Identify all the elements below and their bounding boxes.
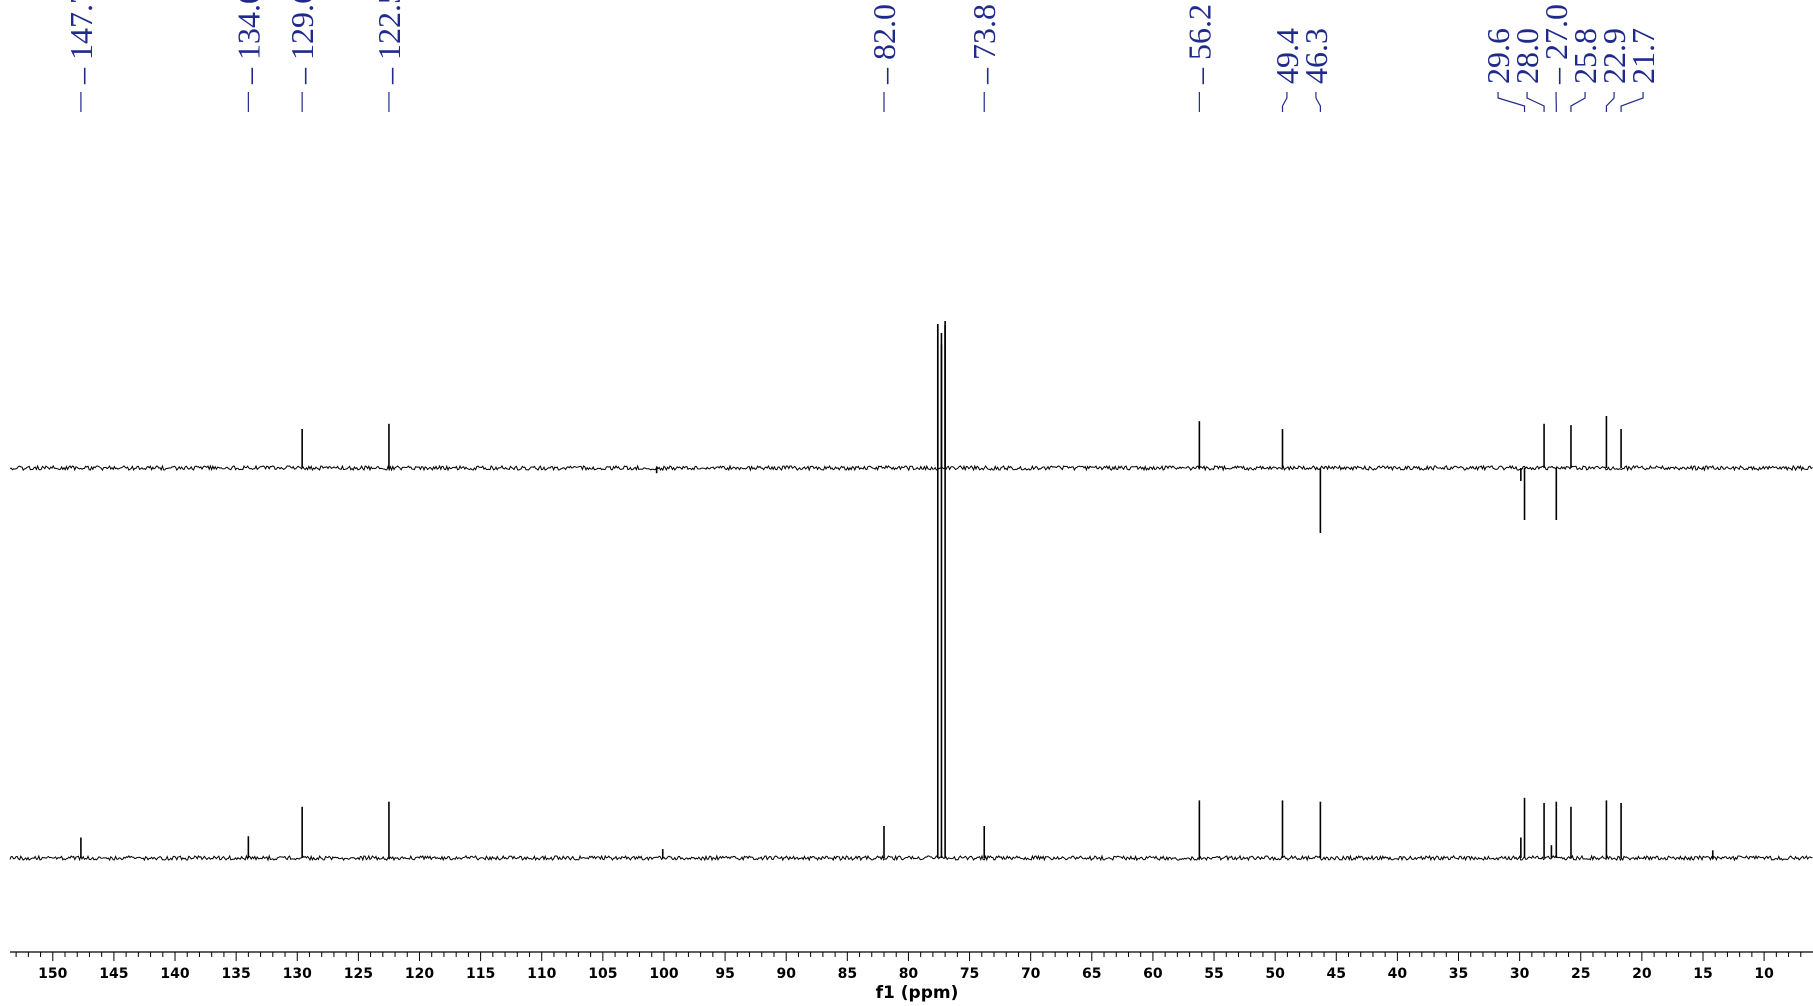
x-tick-label: 105 (588, 966, 617, 982)
peak-connector (1497, 92, 1526, 112)
x-tick-label: 110 (527, 966, 556, 982)
x-tick-label: 130 (283, 966, 312, 982)
x-tick-label: 120 (405, 966, 434, 982)
peak-label: – 129.6 (284, 0, 320, 85)
x-tick-label: 10 (1754, 966, 1774, 982)
x-tick-label: 45 (1327, 966, 1346, 982)
spectrum-baseline (9, 464, 1813, 472)
x-tick-label: 55 (1204, 966, 1223, 982)
x-tick-label: 85 (838, 966, 857, 982)
x-tick-label: 80 (899, 966, 919, 982)
spectrum-baseline (9, 854, 1813, 862)
peak-label: – 56.2 (1181, 4, 1217, 85)
peak-connector (1570, 92, 1586, 112)
peak-label: 28.0 (1509, 28, 1545, 84)
x-tick-label: 140 (160, 966, 189, 982)
peak-label: – 134.0 (230, 0, 266, 85)
x-tick-label: 30 (1510, 966, 1530, 982)
peak-label: 29.6 (1480, 28, 1516, 84)
peak-label: – 122.5 (371, 0, 407, 85)
x-tick-label: 25 (1571, 966, 1590, 982)
peak-connector (1315, 92, 1321, 112)
x-tick-label: 60 (1143, 966, 1163, 982)
peak-connector (1620, 92, 1644, 112)
peak-label: – 73.8 (966, 4, 1002, 85)
x-tick-label: 115 (466, 966, 495, 982)
peak-label: – 82.0 (866, 4, 902, 85)
peak-connector (1281, 92, 1288, 112)
x-tick-label: 35 (1449, 966, 1468, 982)
x-axis: 150 145 140 135 130 125 120 115 110 105 100 95 90 85 8… (10, 951, 1813, 982)
peak-label-connectors (80, 92, 1644, 112)
peak-label: – 27.0 (1538, 4, 1574, 85)
peak-label: 49.4 (1269, 28, 1305, 84)
spectra (9, 321, 1813, 862)
x-tick-label: 70 (1021, 966, 1041, 982)
x-tick-label: 145 (99, 966, 128, 982)
x-tick-label: 150 (38, 966, 67, 982)
x-tick-label: 100 (649, 966, 678, 982)
x-tick-label: 125 (344, 966, 373, 982)
x-axis-title: f1 (ppm) (876, 983, 959, 1003)
peak-connector (1605, 92, 1615, 112)
peak-labels: – 147.7 – 134.0 – 129.6 – 122.5 – 82.0 – 73.8… (63, 0, 1661, 85)
x-tick-label: 15 (1693, 966, 1712, 982)
x-tick-label: 95 (715, 966, 734, 982)
x-tick-label: 75 (960, 966, 979, 982)
x-tick-label: 50 (1265, 966, 1285, 982)
x-tick-label: 65 (1082, 966, 1101, 982)
peak-connector (1526, 92, 1545, 112)
x-tick-label: 135 (222, 966, 251, 982)
x-tick-label: 40 (1388, 966, 1408, 982)
x-tick-label: 20 (1632, 966, 1652, 982)
peak-label: 46.3 (1298, 28, 1334, 84)
peak-label: – 147.7 (63, 0, 99, 85)
x-tick-label: 90 (776, 966, 796, 982)
peak-label: 25.8 (1567, 28, 1603, 84)
peak-label: 21.7 (1625, 28, 1661, 84)
peak-label: 22.9 (1596, 28, 1632, 84)
